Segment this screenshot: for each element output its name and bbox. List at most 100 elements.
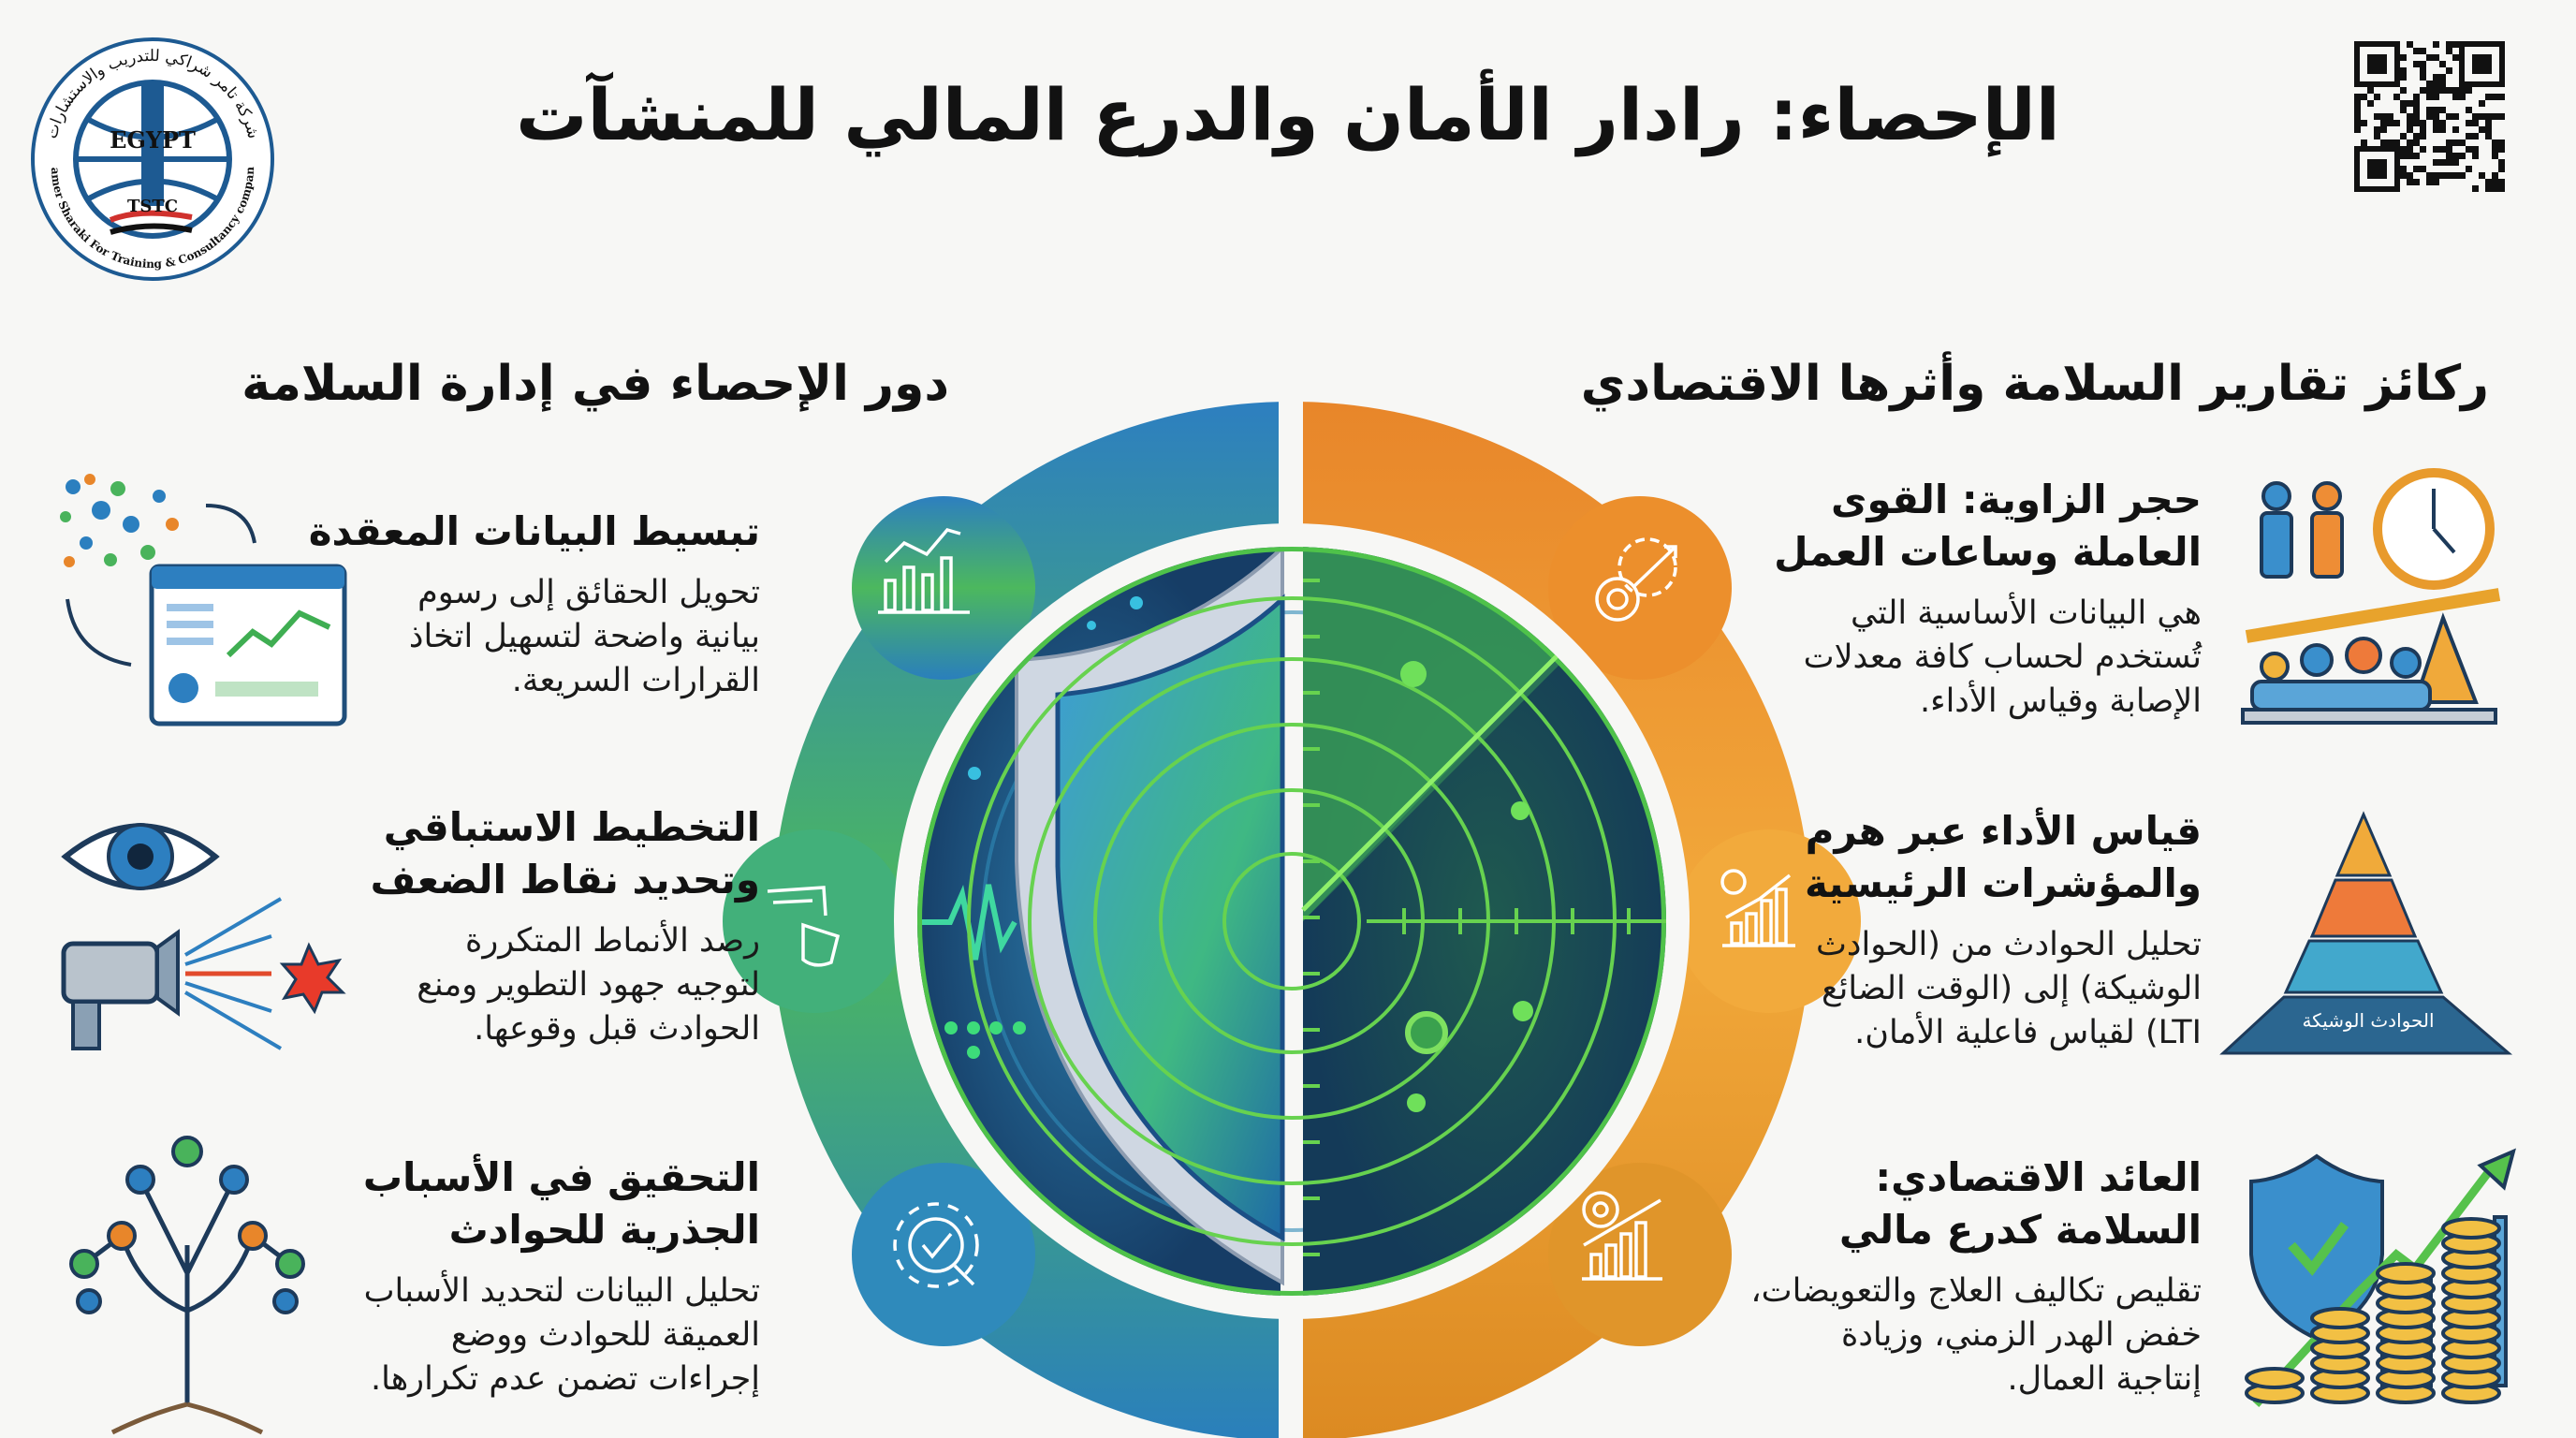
qr-module [2354, 107, 2361, 113]
line-chart-icon [878, 528, 970, 614]
item-title: العاملة وساعات العمل [1774, 529, 2202, 575]
qr-code-icon [2354, 41, 2505, 192]
qr-module [2446, 146, 2452, 153]
qr-module [2485, 113, 2492, 120]
qr-module [2387, 120, 2393, 126]
shield-coins-growth-illustration [2245, 1148, 2516, 1408]
qr-module [2354, 120, 2361, 126]
qr-module [2466, 87, 2472, 94]
qr-module [2413, 61, 2420, 67]
qr-module [2492, 172, 2498, 179]
qr-module [2498, 166, 2505, 172]
qr-module [2420, 48, 2426, 54]
qr-module [2479, 126, 2485, 133]
item-body-line: هي البيانات الأساسية التي [1851, 594, 2202, 632]
qr-module [2354, 94, 2361, 100]
qr-module [2439, 107, 2446, 113]
qr-module [2498, 139, 2505, 146]
page-title: الإحصاء: رادار الأمان والدرع المالي للمن… [516, 73, 2061, 156]
qr-module [2413, 48, 2420, 54]
qr-module [2452, 41, 2459, 48]
qr-module [2472, 153, 2479, 159]
item-body-line: القرارات السريعة. [511, 662, 760, 699]
item-title: السلامة كدرع مالي [1838, 1207, 2202, 1253]
qr-module [2446, 87, 2452, 94]
right-section-heading: ركائز تقارير السلامة وأثرها الاقتصادي [1580, 356, 2489, 412]
qr-module [2393, 94, 2400, 100]
qr-module [2439, 120, 2446, 126]
qr-module [2492, 94, 2498, 100]
qr-module [2439, 172, 2446, 179]
qr-module [2387, 139, 2393, 146]
item-body-line: إنتاجية العمال. [2007, 1360, 2202, 1398]
qr-module [2426, 113, 2433, 120]
qr-finder-center [2367, 159, 2387, 179]
qr-module [2472, 120, 2479, 126]
gear-bar-chart-icon [1582, 1191, 1662, 1281]
qr-finder [2354, 146, 2400, 192]
qr-module [2498, 113, 2505, 120]
left-item-data-simplification: تبسيط البيانات المعقدة تحويل الحقائق إلى… [309, 506, 760, 703]
right-item-workforce-hours: حجر الزاوية: القوى العاملة وساعات العمل … [1774, 474, 2202, 724]
qr-module [2452, 54, 2459, 61]
qr-module [2466, 146, 2472, 153]
qr-module [2439, 146, 2446, 153]
qr-finder-center [2472, 54, 2492, 74]
item-body-line: لتوجيه جهود التطوير ومنع [417, 966, 760, 1004]
qr-module [2452, 87, 2459, 94]
qr-module [2361, 94, 2367, 100]
item-body-line: تُستخدم لحساب كافة معدلات [1803, 638, 2202, 676]
qr-module [2413, 133, 2420, 139]
qr-module [2472, 133, 2479, 139]
qr-module [2466, 120, 2472, 126]
left-section-heading: دور الإحصاء في إدارة السلامة [242, 356, 949, 412]
qr-module [2452, 172, 2459, 179]
qr-module [2492, 139, 2498, 146]
qr-module [2433, 120, 2439, 126]
qr-module [2420, 67, 2426, 74]
qr-module [2433, 107, 2439, 113]
qr-module [2407, 113, 2413, 120]
qr-module [2433, 159, 2439, 166]
qr-module [2433, 113, 2439, 120]
item-body-line: رصد الأنماط المتكررة [465, 922, 760, 960]
gear-growth-icon [1595, 537, 1677, 622]
qr-module [2492, 146, 2498, 153]
qr-module [2426, 87, 2433, 94]
qr-module [2452, 126, 2459, 133]
qr-module [2439, 159, 2446, 166]
qr-module [2446, 139, 2452, 146]
item-title: وتحديد نقاط الضعف [370, 857, 760, 902]
coin [2441, 1217, 2501, 1240]
qr-module [2498, 94, 2505, 100]
qr-module [2439, 87, 2446, 94]
qr-module [2498, 146, 2505, 153]
qr-module [2400, 87, 2407, 94]
qr-module [2439, 74, 2446, 81]
magnifier-check-icon [893, 1202, 979, 1288]
qr-module [2426, 172, 2433, 179]
qr-module [2374, 94, 2380, 100]
qr-module [2407, 139, 2413, 146]
qr-module [2420, 146, 2426, 153]
item-title: الجذرية للحوادث [448, 1207, 760, 1253]
qr-module [2400, 146, 2407, 153]
qr-module [2426, 54, 2433, 61]
qr-module [2413, 153, 2420, 159]
qr-module [2433, 172, 2439, 179]
radar-blips [1400, 661, 1533, 1112]
qr-module [2400, 153, 2407, 159]
qr-module [2446, 41, 2452, 48]
item-body-line: تقليص تكاليف العلاج والتعويضات، [1750, 1272, 2202, 1310]
qr-module [2420, 74, 2426, 81]
item-body-line: بيانية واضحة لتسهيل اتخاذ [408, 618, 760, 655]
qr-module [2452, 159, 2459, 166]
qr-module [2413, 179, 2420, 185]
qr-finder [2459, 41, 2505, 87]
item-body-line: تحليل الحوادث من (الحوادث [1815, 926, 2202, 963]
qr-module [2459, 87, 2466, 94]
coin [2310, 1307, 2370, 1329]
qr-module [2439, 81, 2446, 87]
qr-module [2433, 146, 2439, 153]
